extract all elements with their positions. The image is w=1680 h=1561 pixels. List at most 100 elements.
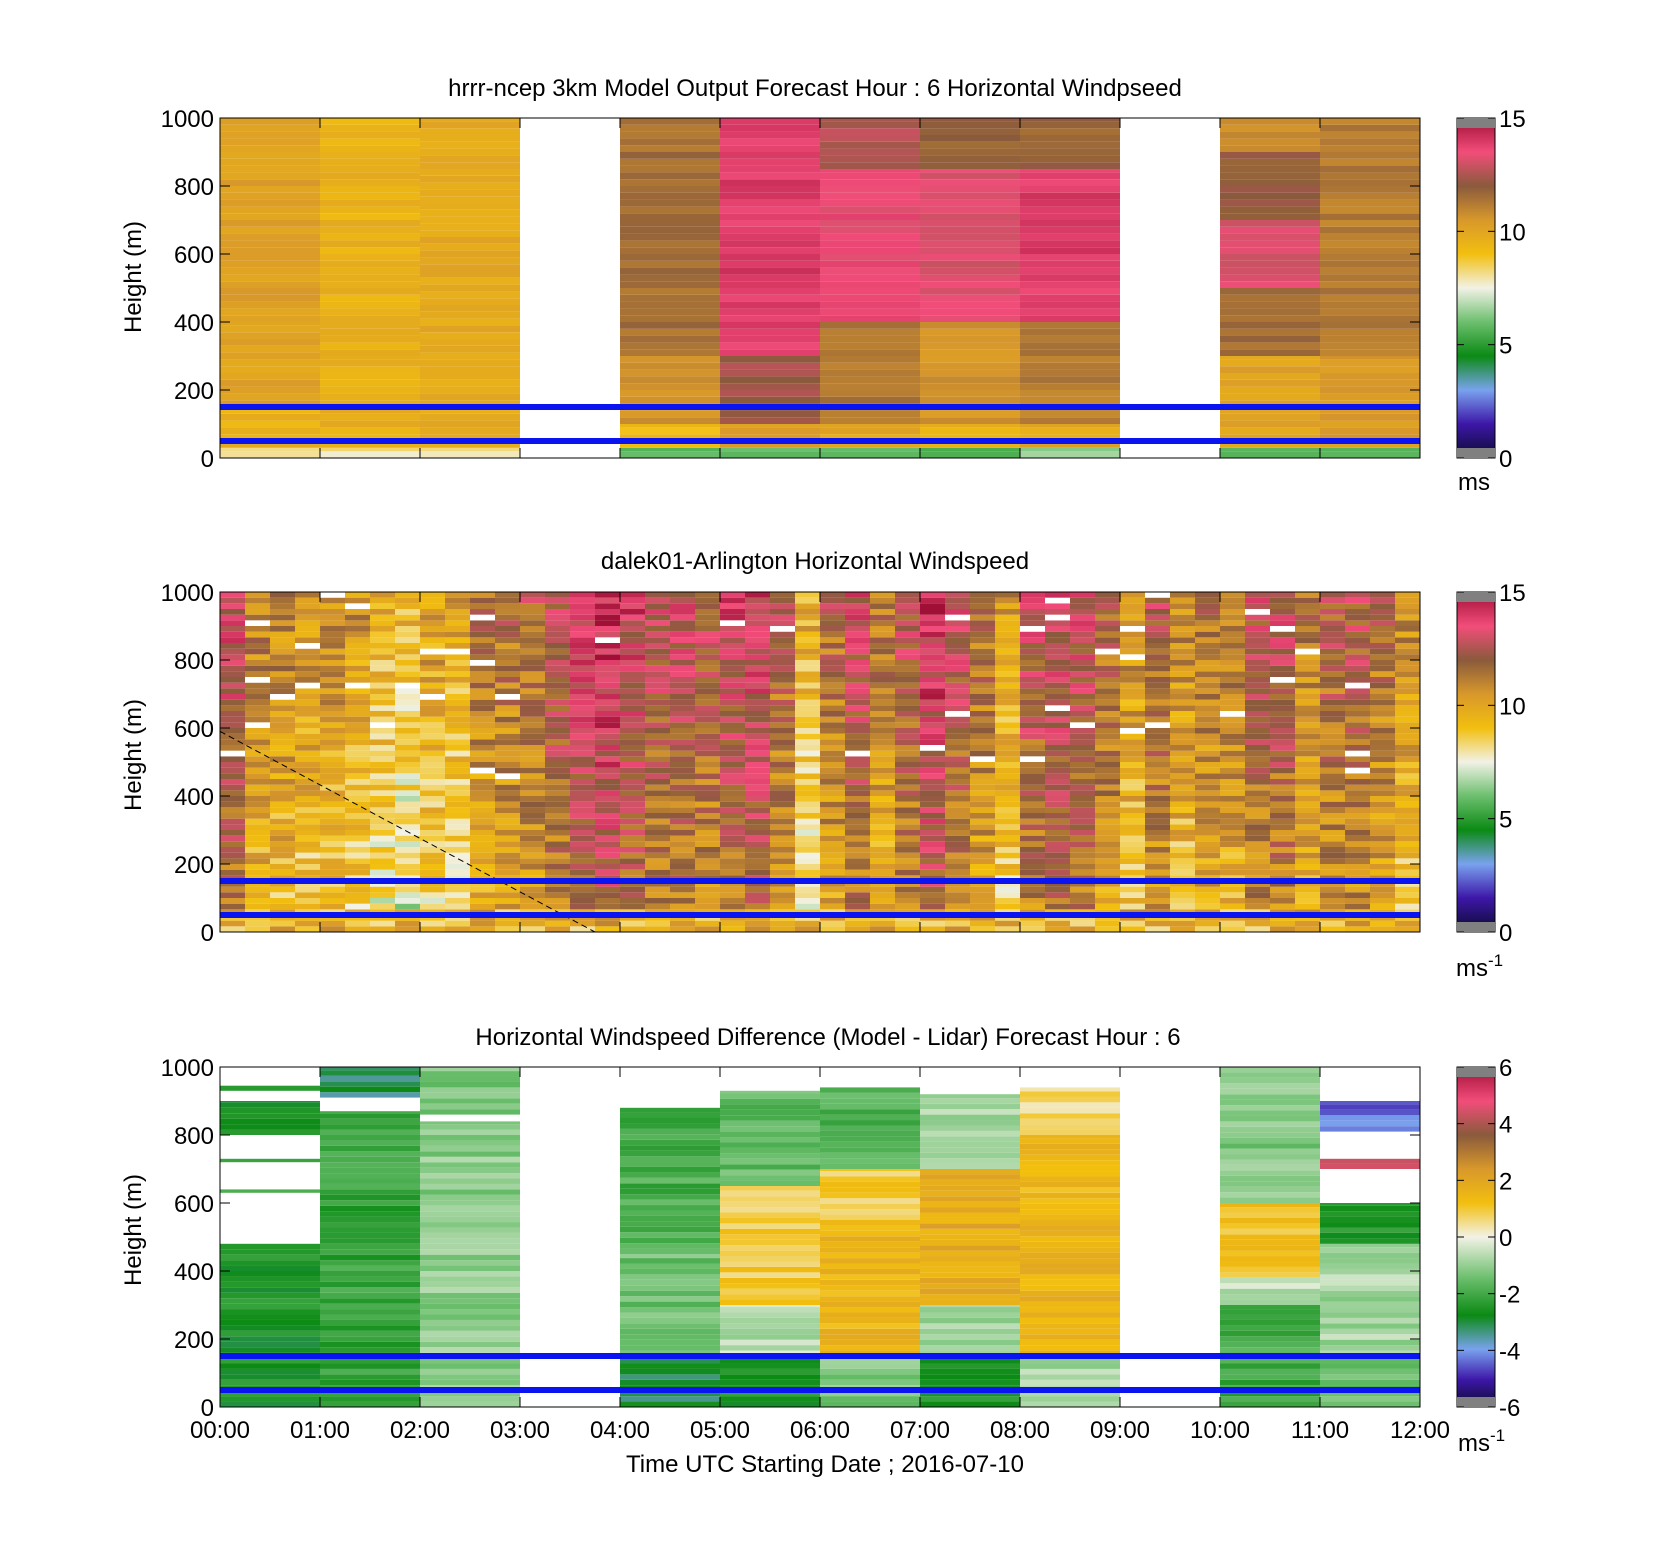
heatmap-cell bbox=[1095, 705, 1120, 711]
heatmap-cell bbox=[670, 807, 695, 813]
heatmap-cell bbox=[1295, 796, 1320, 802]
heatmap-cell bbox=[870, 835, 895, 842]
heatmap-cell bbox=[295, 677, 320, 683]
heatmap-cell bbox=[1070, 830, 1095, 836]
heatmap-cell bbox=[320, 699, 345, 706]
heatmap-cell bbox=[920, 148, 1020, 156]
heatmap-cell bbox=[220, 756, 245, 762]
heatmap-cell bbox=[395, 813, 420, 819]
heatmap-cell bbox=[620, 1210, 720, 1216]
heatmap-cell bbox=[345, 790, 370, 796]
heatmap-cell bbox=[970, 716, 995, 723]
heatmap-cell bbox=[470, 699, 495, 706]
heatmap-cell bbox=[970, 898, 995, 904]
heatmap-cell bbox=[295, 603, 320, 609]
heatmap-cell bbox=[820, 1296, 920, 1302]
heatmap-cell bbox=[495, 841, 520, 847]
heatmap-cell bbox=[895, 688, 920, 694]
heatmap-cell bbox=[395, 603, 420, 609]
heatmap-cell bbox=[220, 192, 320, 200]
heatmap-cell bbox=[1020, 447, 1120, 452]
heatmap-cell bbox=[1245, 773, 1270, 779]
heatmap-cell bbox=[720, 869, 745, 876]
heatmap-cell bbox=[945, 671, 970, 677]
heatmap-cell bbox=[1295, 705, 1320, 711]
heatmap-cell bbox=[895, 830, 920, 836]
heatmap-cell bbox=[820, 308, 920, 316]
heatmap-cell bbox=[320, 451, 420, 458]
heatmap-cell bbox=[370, 665, 395, 672]
heatmap-cell bbox=[695, 801, 720, 808]
heatmap-cell bbox=[645, 711, 670, 717]
heatmap-cell bbox=[1270, 733, 1295, 740]
heatmap-cell bbox=[570, 903, 595, 910]
colorbar-under-cap bbox=[1457, 1397, 1495, 1407]
heatmap-cell bbox=[720, 1186, 820, 1191]
heatmap-cell bbox=[645, 660, 670, 666]
heatmap-cell bbox=[1195, 824, 1220, 830]
heatmap-cell bbox=[420, 597, 445, 604]
heatmap-cell bbox=[620, 124, 720, 132]
heatmap-cell bbox=[920, 790, 945, 796]
heatmap-cell bbox=[1320, 609, 1345, 615]
heatmap-cell bbox=[220, 145, 320, 152]
heatmap-cell bbox=[620, 654, 645, 660]
heatmap-cell bbox=[620, 1368, 720, 1375]
heatmap-cell bbox=[1020, 830, 1045, 836]
heatmap-cell bbox=[445, 677, 470, 683]
heatmap-cell bbox=[370, 654, 395, 660]
heatmap-cell bbox=[245, 626, 270, 632]
heatmap-cell bbox=[920, 665, 945, 672]
heatmap-cell bbox=[320, 1396, 420, 1402]
heatmap-cell bbox=[320, 1401, 420, 1407]
heatmap-cell bbox=[745, 773, 770, 779]
heatmap-cell bbox=[320, 801, 345, 808]
heatmap-cell bbox=[620, 1363, 720, 1369]
heatmap-cell bbox=[920, 1136, 1020, 1142]
heatmap-cell bbox=[1245, 818, 1270, 825]
heatmap-cell bbox=[1320, 1374, 1420, 1380]
heatmap-cell bbox=[420, 413, 520, 421]
heatmap-cell bbox=[695, 824, 720, 830]
heatmap-cell bbox=[945, 841, 970, 847]
heatmap-cell bbox=[445, 643, 470, 649]
heatmap-cell bbox=[820, 722, 845, 728]
heatmap-cell bbox=[520, 716, 545, 723]
heatmap-cell bbox=[270, 597, 295, 604]
heatmap-cell bbox=[220, 688, 245, 694]
heatmap-cell bbox=[895, 903, 920, 910]
heatmap-cell bbox=[545, 637, 570, 643]
heatmap-cell bbox=[595, 926, 620, 932]
heatmap-cell bbox=[345, 597, 370, 604]
heatmap-cell bbox=[320, 1092, 420, 1098]
heatmap-cell bbox=[1320, 335, 1420, 343]
heatmap-cell bbox=[920, 294, 1020, 302]
heatmap-cell bbox=[795, 660, 820, 666]
heatmap-cell bbox=[320, 665, 345, 672]
heatmap-cell bbox=[445, 603, 470, 609]
heatmap-cell bbox=[845, 892, 870, 898]
heatmap-cell bbox=[220, 603, 245, 609]
heatmap-cell bbox=[245, 898, 270, 904]
heatmap-cell bbox=[920, 796, 945, 802]
heatmap-cell bbox=[320, 1309, 420, 1315]
heatmap-cell bbox=[1220, 179, 1320, 186]
heatmap-cell bbox=[420, 858, 445, 864]
heatmap-cell bbox=[1220, 1390, 1320, 1397]
heatmap-cell bbox=[1145, 671, 1170, 677]
heatmap-cell bbox=[1345, 807, 1370, 813]
heatmap-cell bbox=[1320, 1205, 1420, 1212]
heatmap-cell bbox=[220, 898, 245, 904]
heatmap-cell bbox=[770, 841, 795, 847]
heatmap-cell bbox=[1395, 801, 1420, 808]
heatmap-cell bbox=[995, 722, 1020, 728]
heatmap-cell bbox=[820, 1109, 920, 1115]
heatmap-cell bbox=[1220, 1137, 1320, 1144]
heatmap-cell bbox=[820, 796, 845, 802]
heatmap-cell bbox=[545, 671, 570, 677]
heatmap-cell bbox=[820, 362, 920, 370]
heatmap-cell bbox=[895, 620, 920, 626]
heatmap-cell bbox=[520, 626, 545, 632]
heatmap-cell bbox=[945, 682, 970, 689]
heatmap-cell bbox=[1195, 711, 1220, 717]
